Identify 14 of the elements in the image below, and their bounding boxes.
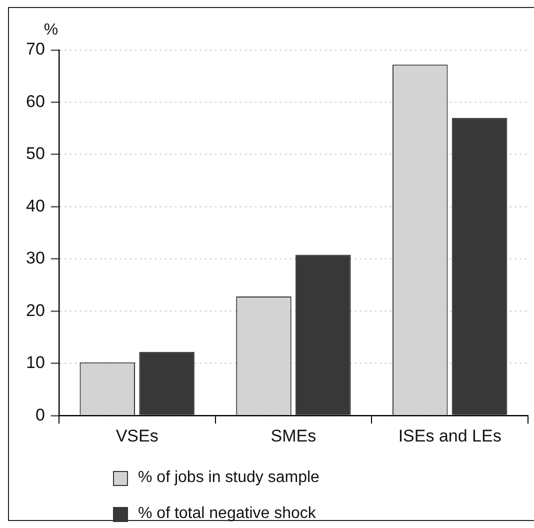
y-tick-label: 60: [26, 92, 45, 111]
y-tick-label: 40: [26, 196, 45, 216]
y-axis-title: %: [44, 21, 58, 38]
y-tick-label: 70: [26, 40, 45, 59]
y-tick-label: 0: [35, 405, 45, 424]
x-tick-label: SMEs: [270, 426, 316, 446]
legend-label: % of total negative shock: [138, 505, 316, 523]
y-tick-label: 20: [26, 300, 45, 320]
y-tick-label: 50: [26, 144, 45, 164]
y-tick-label: 10: [26, 353, 45, 372]
y-tick-label: 30: [26, 248, 45, 268]
x-tick-label: ISEs and LEs: [398, 426, 502, 446]
x-tick-label: VSEs: [116, 426, 158, 446]
legend-label: % of jobs in study sample: [138, 469, 320, 487]
